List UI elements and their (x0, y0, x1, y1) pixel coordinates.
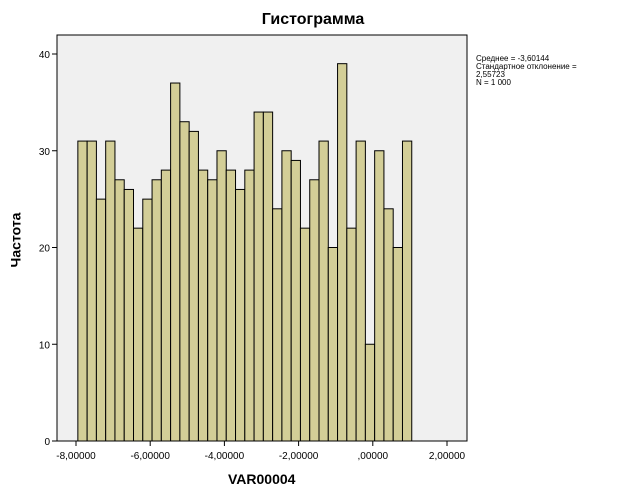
histogram-bar (105, 140, 116, 442)
histogram-bar (401, 140, 413, 442)
histogram-bar (299, 227, 311, 442)
histogram-bar (346, 227, 357, 442)
stats-sd-value: 2,55723 (476, 70, 505, 79)
histogram-bar (133, 227, 144, 442)
x-tick-label: ,00000 (358, 451, 389, 462)
histogram-bar (253, 111, 264, 442)
y-tick-label: 0 (44, 437, 50, 448)
stats-mean: Среднее = -3,60144 (476, 54, 550, 63)
histogram-bar (86, 140, 97, 442)
histogram-bar (142, 198, 153, 442)
histogram-bar (197, 169, 209, 442)
histogram-bar (355, 140, 366, 442)
histogram-bar (77, 140, 88, 442)
histogram-bar (170, 82, 181, 442)
histogram-bar (216, 150, 227, 442)
histogram-bar (114, 179, 125, 442)
histogram-bar (179, 121, 190, 442)
y-tick-label: 10 (39, 340, 51, 351)
x-axis-label: VAR00004 (228, 471, 296, 487)
histogram-bar (383, 208, 394, 442)
stats-legend: Среднее = -3,60144 Стандартное отклонени… (476, 55, 577, 87)
histogram-bar (151, 179, 162, 442)
x-tick-label: -4,00000 (205, 451, 245, 462)
histogram-bar (244, 169, 255, 442)
histogram-bar (318, 140, 329, 442)
histogram-bar (262, 111, 274, 442)
histogram-bar (160, 169, 172, 442)
histogram-bar (235, 188, 246, 442)
histogram-bar (207, 179, 218, 442)
histogram-bar (374, 150, 385, 442)
x-tick-label: -6,00000 (130, 451, 170, 462)
histogram-bar (188, 130, 199, 442)
stats-n: N = 1 000 (476, 78, 511, 87)
histogram-bar (281, 150, 292, 442)
x-tick-label: 2,00000 (429, 451, 466, 462)
y-tick-label: 40 (39, 50, 51, 61)
histogram-bar (364, 343, 376, 442)
histogram-bar (225, 169, 237, 442)
stats-sd-label: Стандартное отклонение = (476, 62, 577, 71)
y-tick-label: 20 (39, 244, 51, 255)
histogram-bar (290, 159, 301, 442)
x-tick-label: -2,00000 (279, 451, 319, 462)
histogram-bar (327, 247, 339, 442)
histogram-bar (337, 63, 348, 442)
histogram-bar (95, 198, 107, 442)
chart-title: Гистограмма (261, 11, 365, 28)
histogram-bar (309, 179, 320, 442)
x-tick-label: -8,00000 (56, 451, 96, 462)
histogram-bar (392, 247, 403, 442)
histogram-bar (272, 208, 283, 442)
histogram-bar (123, 188, 135, 442)
y-tick-label: 30 (39, 147, 51, 158)
